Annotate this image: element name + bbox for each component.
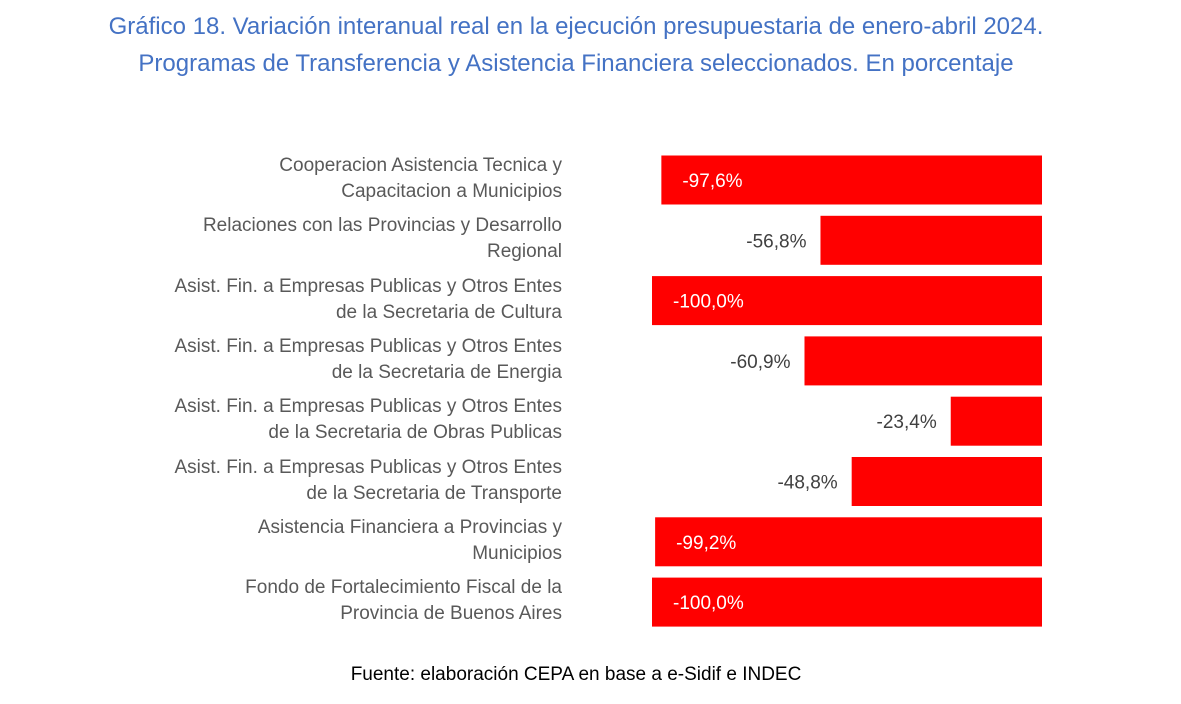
bar <box>652 276 1042 326</box>
chart-title: Gráfico 18. Variación interanual real en… <box>108 13 1044 77</box>
bar <box>820 215 1042 265</box>
data-label: -100,0% <box>673 593 744 614</box>
category-label: Fondo de Fortalecimiento Fiscal de la Pro… <box>245 577 562 625</box>
data-label: -100,0% <box>673 292 744 313</box>
bar <box>655 517 1042 567</box>
data-label: -60,9% <box>730 352 790 373</box>
bar <box>851 457 1042 506</box>
bar <box>652 577 1042 627</box>
category-label: Asist. Fin. a Empresas Publicas y Otros … <box>174 456 562 504</box>
category-label: Asist. Fin. a Empresas Publicas y Otros … <box>174 275 562 323</box>
data-label: -48,8% <box>777 473 837 494</box>
category-label: Relaciones con las Provincias y Desarrol… <box>202 215 562 263</box>
category-label: Cooperacion Asistencia Tecnica y Capacita… <box>279 155 562 202</box>
category-label: Asistencia Financiera a Provincias y Muni… <box>257 516 562 564</box>
category-label: Asist. Fin. a Empresas Publicas y Otros … <box>174 396 562 444</box>
bar <box>950 396 1042 446</box>
bar <box>661 155 1042 205</box>
bar <box>804 336 1042 386</box>
data-label: -23,4% <box>877 412 937 433</box>
category-label: Asist. Fin. a Empresas Publicas y Otros … <box>174 335 562 383</box>
data-label: -99,2% <box>676 533 736 554</box>
data-label: -97,6% <box>682 171 742 192</box>
source-note: Fuente: elaboración CEPA en base a e-Sid… <box>350 664 802 685</box>
data-label: -56,8% <box>746 231 806 252</box>
